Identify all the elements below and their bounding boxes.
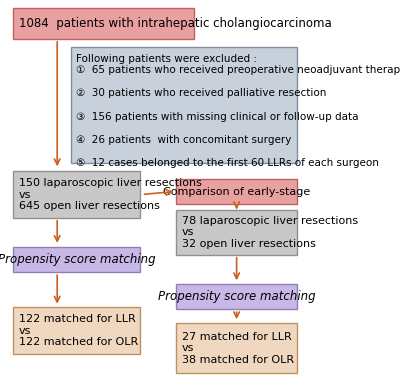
- FancyBboxPatch shape: [176, 323, 297, 373]
- Text: 78 laparoscopic liver resections
vs
32 open liver resections: 78 laparoscopic liver resections vs 32 o…: [182, 216, 358, 249]
- Text: Comparison of early-stage: Comparison of early-stage: [163, 187, 310, 196]
- FancyBboxPatch shape: [14, 247, 140, 272]
- Text: 150 laparoscopic liver resections
vs
645 open liver resections: 150 laparoscopic liver resections vs 645…: [19, 178, 202, 211]
- Text: 27 matched for LLR
vs
38 matched for OLR: 27 matched for LLR vs 38 matched for OLR: [182, 331, 294, 365]
- Text: Following patients were excluded :
①  65 patients who received preoperative neoa: Following patients were excluded : ① 65 …: [76, 54, 400, 168]
- FancyBboxPatch shape: [176, 210, 297, 255]
- Text: 1084  patients with intrahepatic cholangiocarcinoma: 1084 patients with intrahepatic cholangi…: [19, 17, 332, 30]
- FancyBboxPatch shape: [14, 8, 194, 39]
- Text: Propensity score matching: Propensity score matching: [158, 290, 316, 303]
- FancyBboxPatch shape: [71, 47, 297, 163]
- FancyBboxPatch shape: [14, 307, 140, 354]
- FancyBboxPatch shape: [176, 179, 297, 204]
- Text: 122 matched for LLR
vs
122 matched for OLR: 122 matched for LLR vs 122 matched for O…: [19, 314, 138, 347]
- FancyBboxPatch shape: [14, 171, 140, 218]
- Text: Propensity score matching: Propensity score matching: [0, 253, 156, 266]
- FancyBboxPatch shape: [176, 284, 297, 309]
